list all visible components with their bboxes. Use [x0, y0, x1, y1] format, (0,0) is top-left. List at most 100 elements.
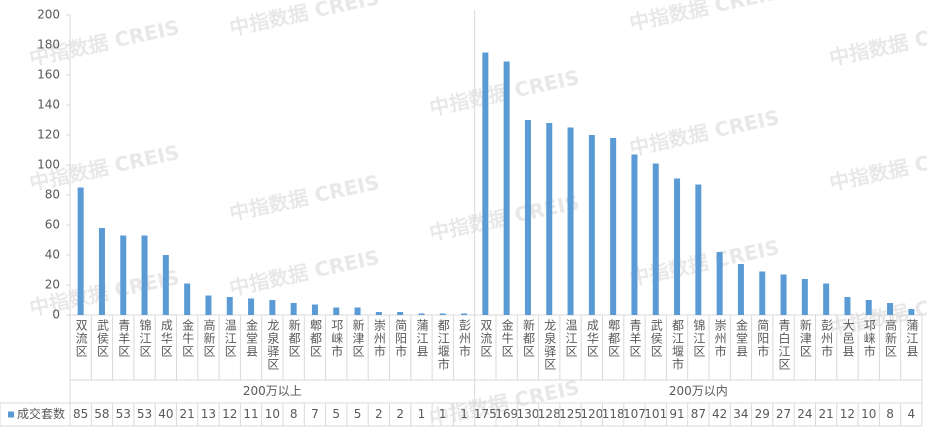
- bar: [759, 271, 766, 315]
- table-value: 13: [201, 407, 216, 421]
- bar: [418, 313, 425, 315]
- category-label: 金堂县: [734, 318, 748, 358]
- watermark: 中指数据 CREIS: [227, 0, 381, 40]
- bar: [354, 307, 361, 315]
- y-tick-label: 140: [37, 98, 60, 112]
- table-value: 8: [886, 407, 894, 421]
- bar: [652, 163, 659, 315]
- table-value: 87: [691, 407, 706, 421]
- table-value: 21: [180, 407, 195, 421]
- category-label: 武侯区: [649, 319, 663, 358]
- table-value: 5: [332, 407, 340, 421]
- category-label: 锦江区: [692, 319, 706, 358]
- table-value: 2: [375, 407, 383, 421]
- bar: [98, 228, 105, 315]
- table-value: 21: [819, 407, 834, 421]
- category-label: 双流区: [479, 319, 493, 358]
- bar: [716, 252, 723, 315]
- watermark: 中指数据 CREIS: [627, 235, 781, 290]
- bar: [737, 264, 744, 315]
- table-value: 128: [538, 407, 561, 421]
- table-value: 1: [460, 407, 468, 421]
- legend-label: 成交套数: [17, 406, 65, 421]
- category-label: 大邑县: [841, 319, 855, 358]
- table-value: 91: [669, 407, 684, 421]
- bar: [780, 274, 787, 315]
- category-label: 青羊区: [628, 319, 642, 358]
- table-value: 175: [474, 407, 497, 421]
- category-label: 郫都区: [607, 318, 621, 358]
- category-label: 金堂县: [245, 318, 259, 358]
- table-value: 40: [158, 407, 173, 421]
- table-value: 12: [222, 407, 237, 421]
- category-label: 成华区: [585, 319, 599, 358]
- bar: [269, 300, 276, 315]
- group-label: 200万以内: [669, 384, 728, 398]
- table-value: 5: [354, 407, 362, 421]
- bar: [248, 298, 255, 315]
- table-value: 107: [623, 407, 646, 421]
- bar: [290, 303, 297, 315]
- table-value: 29: [755, 407, 770, 421]
- y-tick-label: 200: [37, 8, 60, 22]
- watermark: 中指数据 CREIS: [627, 105, 781, 160]
- bar: [461, 313, 468, 315]
- category-label: 龙泉驿区: [266, 319, 280, 371]
- category-label: 都江堰市: [436, 319, 450, 371]
- category-label: 简阳市: [756, 319, 770, 358]
- bar: [226, 297, 233, 315]
- category-label: 新都区: [521, 318, 535, 358]
- category-label: 金牛区: [181, 318, 195, 358]
- watermark: 中指数据 CREIS: [227, 245, 381, 300]
- category-label: 新津区: [798, 318, 812, 358]
- bar: [184, 283, 191, 315]
- bar: [908, 309, 915, 315]
- legend-swatch: [8, 411, 14, 418]
- table-value: 130: [516, 407, 539, 421]
- table-value: 10: [265, 407, 280, 421]
- table-value: 85: [73, 407, 88, 421]
- bar: [631, 154, 638, 315]
- bar: [823, 283, 830, 315]
- watermark: 中指数据 CREIS: [827, 15, 927, 70]
- category-label: 崇州市: [713, 319, 727, 358]
- group-label: 200万以上: [243, 384, 302, 398]
- category-label: 崇州市: [372, 319, 386, 358]
- bar: [397, 312, 404, 315]
- category-label: 彭州市: [820, 319, 834, 358]
- category-label: 温江区: [223, 319, 237, 358]
- bar: [162, 255, 169, 315]
- table-value: 53: [137, 407, 152, 421]
- y-tick-label: 100: [37, 158, 60, 172]
- y-tick-label: 40: [45, 248, 60, 262]
- category-label: 邛崃市: [330, 319, 344, 358]
- y-tick-label: 160: [37, 68, 60, 82]
- bar: [567, 127, 574, 315]
- table-value: 24: [797, 407, 812, 421]
- category-label: 高新区: [202, 318, 216, 358]
- table-value: 7: [311, 407, 319, 421]
- category-label: 彭州市: [458, 319, 472, 358]
- category-label: 郫都区: [308, 318, 322, 358]
- table-value: 118: [602, 407, 625, 421]
- bar: [375, 312, 382, 315]
- category-label: 蒲江县: [905, 319, 919, 358]
- watermark: 中指数据 CREIS: [627, 0, 781, 35]
- bar: [503, 61, 510, 315]
- category-label: 高新区: [884, 318, 898, 358]
- watermark: 中指数据 CREIS: [827, 140, 927, 195]
- watermark: 中指数据 CREIS: [227, 170, 381, 225]
- category-label: 武侯区: [95, 319, 109, 358]
- category-label: 青羊区: [117, 319, 131, 358]
- table-value: 1: [439, 407, 447, 421]
- category-label: 青白江区: [777, 319, 791, 371]
- table-value: 1: [418, 407, 426, 421]
- category-label: 金牛区: [500, 318, 514, 358]
- bar: [311, 304, 318, 315]
- table-value: 4: [908, 407, 916, 421]
- table-value: 34: [733, 407, 748, 421]
- category-label: 成华区: [159, 319, 173, 358]
- bar: [439, 313, 446, 315]
- table-value: 58: [94, 407, 109, 421]
